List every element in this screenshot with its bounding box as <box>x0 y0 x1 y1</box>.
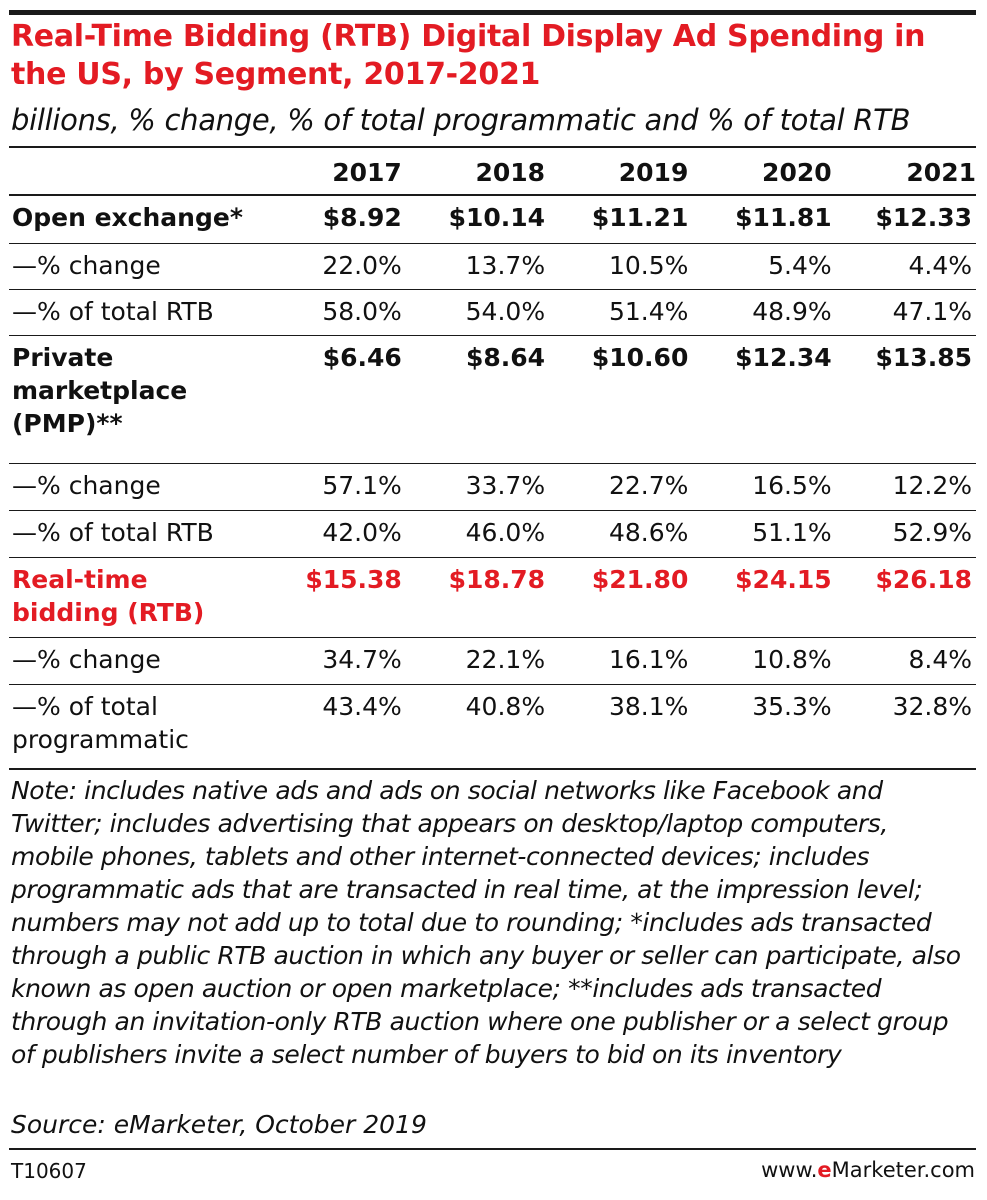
year-header: 2019 <box>618 157 689 187</box>
table-row: —% of total RTB 58.0% 54.0% 51.4% 48.9% 47.1% <box>9 289 976 335</box>
table-row: Real-time bidding (RTB) $15.38 $18.78 $21.8… <box>9 557 976 637</box>
row-value-2020: 35.3% <box>752 691 832 721</box>
row-label: —% of total RTB <box>12 296 214 326</box>
year-header: 2021 <box>906 157 976 187</box>
row-value-2021: 52.9% <box>892 517 972 547</box>
row-value-2019: $10.60 <box>591 342 689 372</box>
row-value-2018: 54.0% <box>465 296 546 326</box>
row-value-2017: 42.0% <box>322 517 402 547</box>
row-value-2018: 40.8% <box>465 691 546 721</box>
row-value-2021: 32.8% <box>892 691 972 721</box>
table-row: Private marketplace (PMP)** $6.46 $8.64 $10… <box>9 335 976 463</box>
row-value-2017: 22.0% <box>322 250 402 280</box>
row-value-2020: 48.9% <box>752 296 832 326</box>
row-value-2019: 10.5% <box>608 250 689 280</box>
row-value-2017: 43.4% <box>322 691 402 721</box>
table-row: —% change 34.7% 22.1% 16.1% 10.8% 8.4% <box>9 637 976 684</box>
row-value-2018: 46.0% <box>465 517 546 547</box>
row-value-2021: 4.4% <box>908 250 972 280</box>
year-header: 2018 <box>475 157 546 187</box>
row-label: Private marketplace (PMP)** <box>12 342 188 438</box>
site-url: www.eMarketer.com <box>761 1156 975 1184</box>
row-value-2017: 58.0% <box>322 296 402 326</box>
table-row: —% of total RTB 42.0% 46.0% 48.6% 51.1% 52.9% <box>9 510 976 557</box>
year-header: 2020 <box>762 157 832 187</box>
row-value-2019: 16.1% <box>608 644 689 674</box>
row-value-2019: 51.4% <box>608 296 689 326</box>
row-label: —% change <box>12 470 161 500</box>
chart-subtitle: billions, % change, % of total programma… <box>11 103 911 137</box>
row-value-2018: $10.14 <box>448 203 546 232</box>
row-value-2019: $21.80 <box>591 564 689 594</box>
row-value-2017: $8.92 <box>322 203 402 232</box>
row-value-2019: 22.7% <box>608 470 689 500</box>
table-row: —% change 57.1% 33.7% 22.7% 16.5% 12.2% <box>9 463 976 510</box>
row-value-2017: 34.7% <box>322 644 402 674</box>
row-value-2019: 38.1% <box>608 691 689 721</box>
row-value-2020: 51.1% <box>752 517 832 547</box>
table-row: —% change 22.0% 13.7% 10.5% 5.4% 4.4% <box>9 243 976 289</box>
bottom-rule <box>9 1148 976 1150</box>
row-label: Real-time bidding (RTB) <box>12 564 205 627</box>
row-value-2018: 33.7% <box>465 470 546 500</box>
row-value-2021: 8.4% <box>908 644 972 674</box>
row-label: —% change <box>12 644 161 674</box>
chart-title: Real-Time Bidding (RTB) Digital Display … <box>11 19 926 92</box>
row-value-2020: $12.34 <box>735 342 832 372</box>
header-label-cell <box>9 147 260 195</box>
row-value-2017: $6.46 <box>322 342 402 372</box>
row-value-2018: 13.7% <box>465 250 546 280</box>
row-value-2021: $12.33 <box>875 203 972 232</box>
source-line: Source: eMarketer, October 2019 <box>11 1110 427 1139</box>
row-value-2021: 47.1% <box>892 296 972 326</box>
row-value-2018: $18.78 <box>448 564 546 594</box>
site-suffix: Marketer.com <box>831 1158 975 1182</box>
row-label: —% of total programmatic <box>12 691 189 754</box>
table-body: Open exchange* $8.92 $10.14 $11.21 $11.81 $12… <box>9 195 976 769</box>
row-label: Open exchange* <box>12 203 243 232</box>
year-header: 2017 <box>332 157 402 187</box>
row-value-2020: $11.81 <box>735 203 832 232</box>
row-value-2018: $8.64 <box>466 342 546 372</box>
row-label: —% change <box>12 250 161 280</box>
footnote: Note: includes native ads and ads on soc… <box>11 776 961 1069</box>
row-value-2019: 48.6% <box>608 517 689 547</box>
row-value-2017: 57.1% <box>322 470 402 500</box>
header-row: 2017 2018 2019 2020 2021 <box>9 147 976 195</box>
row-value-2020: 10.8% <box>752 644 832 674</box>
table-row: —% of total programmatic 43.4% 40.8% 38.1% 3… <box>9 684 976 769</box>
row-value-2019: $11.21 <box>591 203 689 232</box>
row-value-2020: 16.5% <box>752 470 832 500</box>
row-label: —% of total RTB <box>12 517 214 547</box>
row-value-2017: $15.38 <box>305 564 402 594</box>
rtb-spending-table: 2017 2018 2019 2020 2021 Open exchange* $… <box>9 146 976 770</box>
table-row: Open exchange* $8.92 $10.14 $11.21 $11.81 $12… <box>9 195 976 243</box>
site-brand: e <box>817 1158 832 1182</box>
site-prefix: www. <box>761 1158 818 1182</box>
row-value-2018: 22.1% <box>465 644 546 674</box>
row-value-2021: $13.85 <box>875 342 972 372</box>
row-value-2020: $24.15 <box>735 564 832 594</box>
row-value-2020: 5.4% <box>768 250 832 280</box>
chart-id: T10607 <box>11 1159 87 1183</box>
row-value-2021: 12.2% <box>892 470 972 500</box>
top-rule <box>9 10 976 15</box>
row-value-2021: $26.18 <box>875 564 972 594</box>
